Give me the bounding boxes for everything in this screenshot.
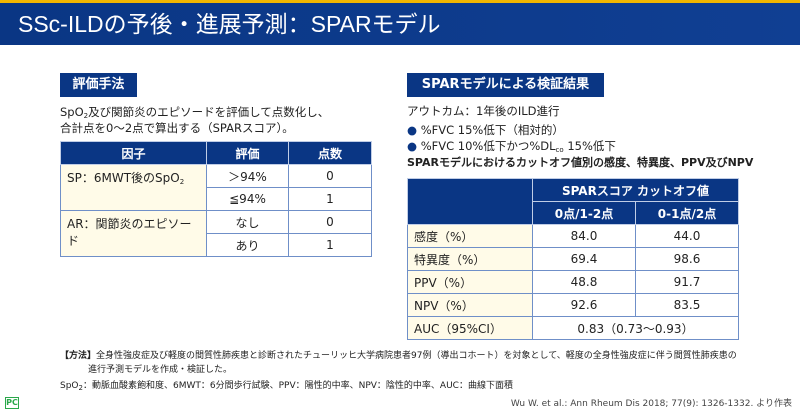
bullet-icon: ● xyxy=(407,139,421,153)
table-row: 特異度（%） 69.4 98.6 xyxy=(407,247,739,271)
eval-cell: ＞94% xyxy=(206,164,289,188)
row-label: 感度（%） xyxy=(407,224,533,248)
header-col1: 0点/1-2点 xyxy=(532,201,636,225)
factor-sp: SP：6MWT後のSpO2 xyxy=(60,164,207,211)
row-label: AUC（95%CI） xyxy=(407,316,533,340)
results-table: SPARスコア カットオフ値 0点/1-2点 0-1点/2点 感度（%） 84.0 4… xyxy=(407,178,739,340)
method-description-2: 合計点を0～2点で算出する（SPARスコア）。 xyxy=(60,121,294,135)
eval-cell: あり xyxy=(206,233,289,257)
page-title: SSc-ILDの予後・進展予測：SPARモデル xyxy=(0,3,800,45)
row-label: NPV（%） xyxy=(407,293,533,317)
header-factor: 因子 xyxy=(60,141,207,165)
method-note-1: 【方法】全身性強皮症及び軽度の間質性肺疾患と診断されたチューリッヒ大学病院患者9… xyxy=(60,350,737,363)
row-label: PPV（%） xyxy=(407,270,533,294)
subscript: 2 xyxy=(78,384,83,392)
table-row: AUC（95%CI） 0.83（0.73～0.93） xyxy=(407,316,739,340)
section-label-method: 評価手法 xyxy=(60,73,137,97)
citation: Wu W. et al.: Ann Rheum Dis 2018; 77(9):… xyxy=(510,399,792,409)
text: %FVC 15%低下（相対的） xyxy=(420,123,564,137)
text: SpO xyxy=(60,381,79,391)
bullet-2: ● %FVC 10%低下かつ%DLco 15%低下 xyxy=(407,138,616,158)
table-row: 感度（%） 84.0 44.0 xyxy=(407,224,739,248)
auc-value: 0.83（0.73～0.93） xyxy=(532,316,739,340)
bullet-icon: ● xyxy=(407,123,421,137)
method-tag: 【方法】 xyxy=(60,351,97,361)
eval-cell: ≦94% xyxy=(206,187,289,211)
logo-icon: PC xyxy=(5,397,19,409)
value-cell: 92.6 xyxy=(532,293,636,317)
text: 15%低下 xyxy=(563,139,616,153)
subscript: 2 xyxy=(179,178,185,186)
text: 及び関節炎のエピソードを評価して点数化し、 xyxy=(88,105,330,119)
factor-ar: AR：関節炎のエピソード xyxy=(60,210,207,257)
accent-line xyxy=(0,0,800,3)
eval-cell: なし xyxy=(206,210,289,234)
subscript: co xyxy=(555,146,564,154)
header-cutoff: SPARスコア カットオフ値 xyxy=(532,178,739,202)
value-cell: 44.0 xyxy=(635,224,739,248)
text: ：動脈血酸素飽和度、6MWT：6分間歩行試験、PPV：陽性的中率、NPV：陰性的… xyxy=(82,381,513,391)
score-cell: 1 xyxy=(288,187,372,211)
score-cell: 0 xyxy=(288,164,372,188)
score-cell: 1 xyxy=(288,233,372,257)
table-row: あり 1 xyxy=(61,233,372,257)
bullet-1: ● %FVC 15%低下（相対的） xyxy=(407,122,564,138)
text: 全身性強皮症及び軽度の間質性肺疾患と診断されたチューリッヒ大学病院患者97例（導… xyxy=(96,351,737,361)
outcome-text: アウトカム：1年後のILD進行 xyxy=(407,104,560,118)
subscript: 2 xyxy=(83,112,89,120)
table-row: NPV（%） 92.6 83.5 xyxy=(407,293,739,317)
method-note-2: 進行予測モデルを作成・検証した。 xyxy=(88,365,233,375)
scoring-table: 因子 評価 点数 SP：6MWT後のSpO2 ＞94% 0 ≦94% 1 AR：関節炎のエ… xyxy=(60,141,372,257)
header-col2: 0-1点/2点 xyxy=(635,201,739,225)
value-cell: 69.4 xyxy=(532,247,636,271)
value-cell: 83.5 xyxy=(635,293,739,317)
header-score: 点数 xyxy=(288,141,372,165)
text: SP：6MWT後のSpO xyxy=(67,171,180,185)
header-eval: 評価 xyxy=(206,141,289,165)
score-cell: 0 xyxy=(288,210,372,234)
value-cell: 48.8 xyxy=(532,270,636,294)
row-label: 特異度（%） xyxy=(407,247,533,271)
table-row: SP：6MWT後のSpO2 ＞94% 0 xyxy=(60,164,372,211)
table-row: PPV（%） 48.8 91.7 xyxy=(407,270,739,294)
method-description-1: SpO2及び関節炎のエピソードを評価して点数化し、 xyxy=(60,104,329,124)
results-heading: SPARモデルにおけるカットオフ値別の感度、特異度、PPV及びNPV xyxy=(407,156,754,169)
text: %FVC 10%低下かつ%DL xyxy=(420,139,556,153)
value-cell: 98.6 xyxy=(635,247,739,271)
header-blank xyxy=(407,178,533,225)
abbreviations: SpO2：動脈血酸素飽和度、6MWT：6分間歩行試験、PPV：陽性的中率、NPV… xyxy=(60,380,513,395)
value-cell: 84.0 xyxy=(532,224,636,248)
text: SpO xyxy=(60,105,84,119)
table-row: ≦94% 1 xyxy=(61,187,372,211)
value-cell: 91.7 xyxy=(635,270,739,294)
table-row: AR：関節炎のエピソード なし 0 xyxy=(60,210,372,257)
section-label-results: SPARモデルによる検証結果 xyxy=(407,73,604,97)
